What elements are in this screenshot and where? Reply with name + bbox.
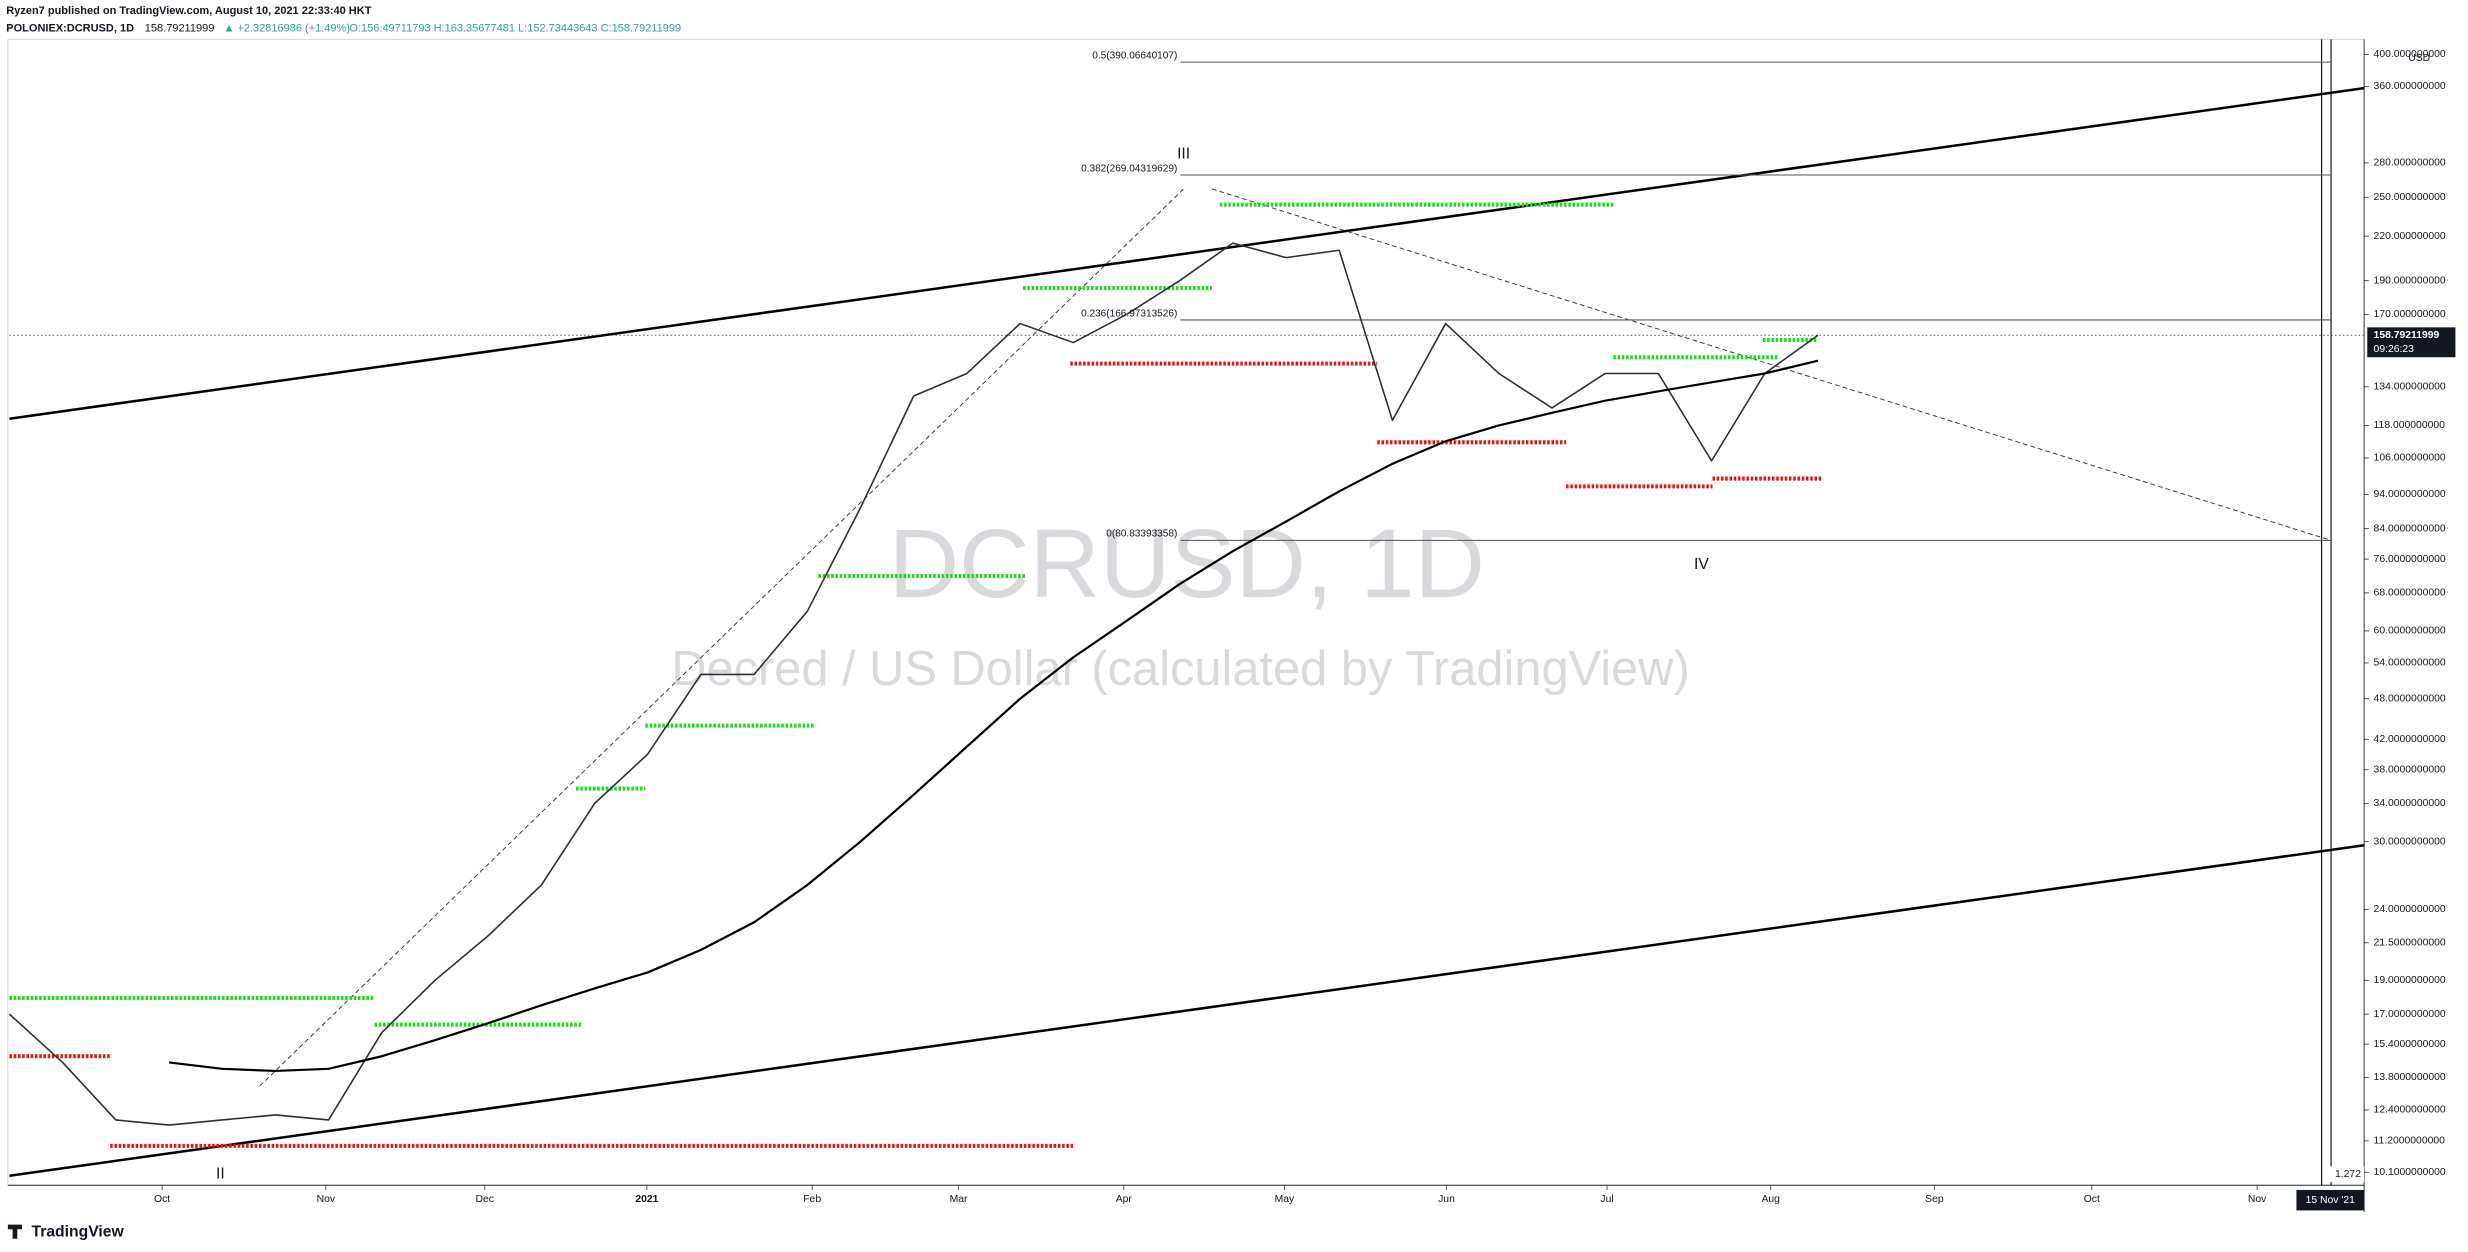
change: ▲ +2.32816986 (+1.49%) bbox=[224, 22, 350, 34]
logo-icon bbox=[7, 1224, 23, 1239]
y-tick-label: 11.2000000000 bbox=[2374, 1136, 2446, 1147]
price-line bbox=[8, 242, 1819, 1126]
watermark-description: Decred / US Dollar (calculated by Tradin… bbox=[671, 642, 1690, 696]
y-tick-label: 38.0000000000 bbox=[2374, 764, 2446, 775]
x-tick-label: May bbox=[1275, 1194, 1295, 1205]
published: Ryzen7 published on TradingView.com, Aug… bbox=[6, 5, 371, 17]
fib-extension: 1.272 bbox=[2335, 1169, 2361, 1180]
x-tick-label: Sep bbox=[1925, 1194, 1944, 1205]
x-tick-label: Oct bbox=[2084, 1194, 2100, 1205]
y-tick-label: 84.0000000000 bbox=[2374, 523, 2446, 534]
symbol: POLONIEX:DCRUSD, 1D bbox=[6, 22, 134, 34]
countdown-label: 09:26:23 bbox=[2374, 344, 2415, 355]
fib-label: 0(80.83393358) bbox=[1106, 529, 1177, 540]
x-tick-label: Oct bbox=[154, 1194, 170, 1205]
y-tick-label: 19.0000000000 bbox=[2374, 975, 2446, 986]
watermark-symbol: DCRUSD, 1D bbox=[889, 509, 1485, 618]
time-cursor-box bbox=[2296, 1189, 2365, 1211]
y-tick-label: 94.0000000000 bbox=[2374, 489, 2446, 500]
y-tick-label: 21.5000000000 bbox=[2374, 938, 2446, 949]
y-tick-label: 170.000000000 bbox=[2374, 309, 2446, 320]
y-tick-label: 190.000000000 bbox=[2374, 275, 2446, 286]
fib-extension-box bbox=[2326, 1166, 2365, 1183]
y-tick-label: 106.000000000 bbox=[2374, 453, 2446, 464]
wave-label: II bbox=[216, 1165, 225, 1182]
y-tick-label: 134.000000000 bbox=[2374, 382, 2446, 393]
quote: 158.79211999 bbox=[145, 22, 215, 34]
fib-label: 0.236(166.97313526) bbox=[1081, 308, 1177, 319]
last-price-label: 158.79211999 bbox=[2374, 330, 2440, 341]
y-tick-label: 280.000000000 bbox=[2374, 158, 2446, 169]
y-tick-label: 10.1000000000 bbox=[2374, 1167, 2446, 1178]
y-tick-label: 68.0000000000 bbox=[2374, 588, 2446, 599]
y-tick-label: 15.4000000000 bbox=[2374, 1039, 2446, 1050]
y-tick-label: 220.000000000 bbox=[2374, 231, 2446, 242]
y-tick-label: 34.0000000000 bbox=[2374, 798, 2446, 809]
y-tick-label: 48.0000000000 bbox=[2374, 693, 2446, 704]
x-tick-label: Nov bbox=[317, 1194, 336, 1205]
x-tick-label: Mar bbox=[950, 1194, 968, 1205]
trend-line bbox=[259, 188, 1184, 1087]
x-tick-label: Dec bbox=[476, 1194, 494, 1205]
wave-label: III bbox=[1177, 145, 1190, 162]
y-tick-label: 76.0000000000 bbox=[2374, 554, 2446, 565]
moving-average bbox=[168, 359, 1819, 1073]
x-tick-label: Apr bbox=[1116, 1194, 1133, 1205]
time-cursor-label: 15 Nov '21 bbox=[2306, 1195, 2356, 1206]
price-unit: USD bbox=[2408, 53, 2430, 64]
last-price-box bbox=[2367, 327, 2456, 358]
y-tick-label: 42.0000000000 bbox=[2374, 734, 2446, 745]
x-tick-label: Jul bbox=[1600, 1194, 1613, 1205]
channel-lower bbox=[9, 844, 2365, 1178]
trend-line bbox=[1211, 188, 2330, 541]
x-tick-label: Jun bbox=[1438, 1194, 1455, 1205]
y-tick-label: 17.0000000000 bbox=[2374, 1009, 2446, 1020]
logo: TradingView bbox=[31, 1224, 124, 1241]
y-tick-label: 24.0000000000 bbox=[2374, 904, 2446, 915]
y-tick-label: 400.000000000 bbox=[2374, 49, 2446, 60]
y-tick-label: 360.000000000 bbox=[2374, 81, 2446, 92]
x-tick-label: Nov bbox=[2248, 1194, 2267, 1205]
support-resistance bbox=[9, 202, 1822, 1148]
fib-label: 0.5(390.06640107) bbox=[1092, 50, 1177, 61]
x-tick-label: Feb bbox=[803, 1194, 821, 1205]
y-tick-label: 250.000000000 bbox=[2374, 192, 2446, 203]
x-tick-label: 2021 bbox=[635, 1194, 658, 1205]
x-tick-label: Aug bbox=[1761, 1194, 1780, 1205]
wave-label: IV bbox=[1694, 556, 1709, 573]
y-tick-label: 54.0000000000 bbox=[2374, 658, 2446, 669]
y-tick-label: 30.0000000000 bbox=[2374, 836, 2446, 847]
channel-upper bbox=[9, 86, 2365, 420]
y-tick-label: 60.0000000000 bbox=[2374, 626, 2446, 637]
fib-label: 0.382(269.04319629) bbox=[1081, 163, 1177, 174]
ohlc: O:156.49711793 H:163.35677481 L:152.7344… bbox=[349, 22, 681, 34]
y-tick-label: 13.8000000000 bbox=[2374, 1072, 2446, 1083]
y-tick-label: 118.000000000 bbox=[2374, 420, 2446, 431]
y-tick-label: 12.4000000000 bbox=[2374, 1105, 2446, 1116]
